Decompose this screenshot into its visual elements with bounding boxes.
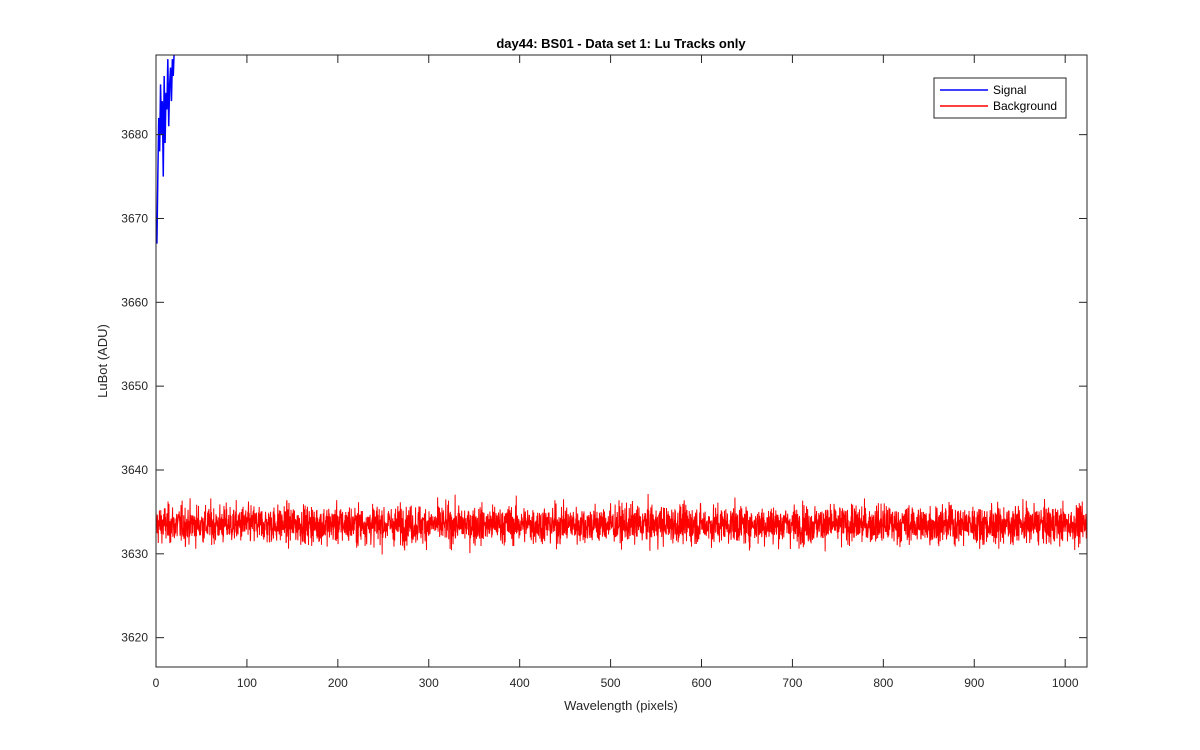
- legend-box: [933, 77, 1067, 119]
- x-tick-label: 200: [328, 676, 348, 690]
- y-tick-label: 3630: [121, 547, 148, 561]
- x-tick-label: 0: [153, 676, 160, 690]
- y-tick-label: 3660: [121, 295, 148, 309]
- chart-title: day44: BS01 - Data set 1: Lu Tracks only: [496, 36, 746, 51]
- legend: Signal Background: [933, 77, 1067, 119]
- y-tick-label: 3680: [121, 128, 148, 142]
- x-tick-label: 100: [237, 676, 257, 690]
- y-axis: 3620 3630 3640 3650 3660 3670 3680: [121, 128, 1087, 645]
- x-axis-label: Wavelength (pixels): [564, 698, 678, 713]
- x-tick-label: 300: [419, 676, 439, 690]
- y-tick-label: 3640: [121, 463, 148, 477]
- y-tick-label: 3670: [121, 211, 148, 225]
- legend-label-background: Background: [993, 99, 1057, 113]
- legend-label-signal: Signal: [993, 83, 1026, 97]
- x-tick-label: 1000: [1052, 676, 1079, 690]
- x-tick-label: 800: [873, 676, 893, 690]
- x-tick-label: 400: [510, 676, 530, 690]
- series-layer: [156, 55, 1087, 555]
- x-axis: 0 100 200 300 400 500 600 700 800 900 1000: [153, 55, 1079, 690]
- x-tick-label: 600: [691, 676, 711, 690]
- y-tick-label: 3620: [121, 631, 148, 645]
- series-line-background: [156, 493, 1087, 555]
- x-tick-label: 500: [601, 676, 621, 690]
- y-axis-label: LuBot (ADU): [95, 324, 110, 398]
- plot-area-frame: [155, 54, 1088, 668]
- x-tick-label: 700: [782, 676, 802, 690]
- y-tick-label: 3650: [121, 379, 148, 393]
- x-tick-label: 900: [964, 676, 984, 690]
- series-line-signal: [156, 55, 175, 244]
